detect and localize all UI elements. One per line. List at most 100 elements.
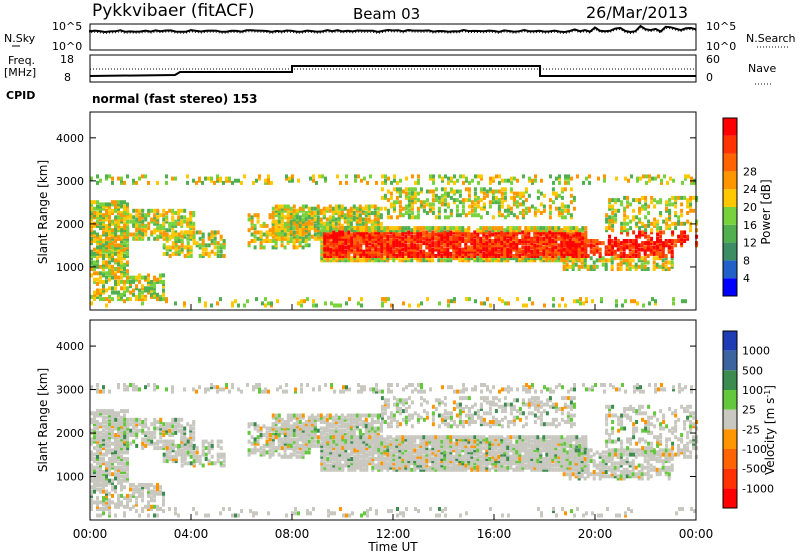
range-cell [123,249,126,254]
range-cell [297,301,300,306]
range-cell [105,271,108,276]
range-cell [440,230,444,235]
range-cell [147,435,151,440]
range-cell [117,234,121,239]
range-cell [646,267,650,271]
range-cell [383,230,387,235]
range-cell [123,271,126,276]
range-cell [518,211,522,215]
range-cell [557,211,561,215]
range-cell [641,241,645,246]
range-cell [108,254,111,258]
range-cell [577,254,581,258]
range-cell [447,299,450,304]
range-cell [216,176,219,181]
range-cell [470,213,474,218]
range-cell [96,433,99,437]
range-cell [186,219,190,224]
range-cell [422,236,426,241]
range-cell [432,176,435,181]
range-cell [105,474,108,479]
range-cell [102,470,105,474]
range-cell [623,226,627,231]
range-cell [512,195,516,200]
range-cell [174,245,178,250]
range-cell [343,415,347,420]
range-cell [129,215,133,220]
range-cell [153,236,157,241]
range-cell [192,226,196,231]
range-cell [563,243,567,248]
range-cell [416,254,420,258]
range-cell [438,174,441,179]
range-cell [117,450,120,455]
range-cell [174,247,178,252]
range-cell [625,239,629,243]
range-cell [361,217,365,222]
range-cell [341,243,345,248]
range-cell [340,204,344,209]
range-cell [639,176,642,181]
range-cell [304,450,308,455]
range-cell [428,249,432,254]
power-ylabel: Slant Range [km] [36,160,50,264]
range-cell [631,264,635,269]
range-cell [413,251,417,256]
range-cell [389,239,393,243]
range-cell [198,454,202,459]
range-cell [671,195,675,200]
range-cell [428,226,432,231]
range-cell [578,249,582,254]
range-cell [123,256,126,261]
range-cell [171,417,175,422]
range-cell [592,264,596,269]
range-cell [316,221,320,226]
range-cell [581,249,585,254]
range-cell [162,288,165,293]
range-cell [120,245,123,250]
range-cell [458,243,462,248]
range-cell [323,256,327,261]
range-cell [120,262,123,267]
range-cell [494,251,498,256]
range-cell [410,191,414,196]
range-cell [108,461,111,466]
range-cell [250,219,254,224]
range-cell [434,198,438,203]
range-cell [440,256,444,261]
range-cell [566,226,570,231]
range-cell [271,433,275,437]
range-cell [446,230,450,235]
range-cell [117,500,120,505]
range-cell [527,256,531,261]
range-cell [219,446,223,451]
range-cell [480,176,483,181]
range-cell [567,180,570,185]
range-cell [450,178,453,183]
range-cell [386,211,390,215]
range-cell [90,251,93,256]
range-cell [620,202,624,207]
range-cell [93,206,96,211]
range-cell [368,245,372,250]
range-cell [174,301,177,306]
range-cell [168,441,172,446]
range-cell [347,245,351,250]
range-cell [619,260,623,265]
range-cell [99,478,102,483]
range-cell [298,435,302,440]
range-cell [192,239,196,243]
range-cell [132,221,136,226]
range-cell [93,294,96,299]
range-cell [102,260,105,265]
range-cell [419,226,423,231]
range-cell [661,247,665,252]
range-cell [524,234,528,239]
range-cell [289,239,293,243]
range-cell [132,180,135,185]
range-cell [548,230,552,235]
range-cell [656,221,660,226]
range-cell [114,200,117,205]
range-cell [283,228,287,233]
range-cell [117,202,120,207]
